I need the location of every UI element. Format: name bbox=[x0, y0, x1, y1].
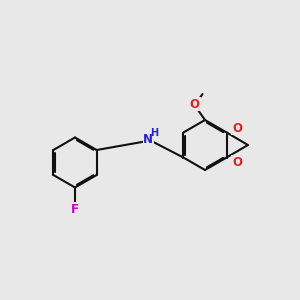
Text: N: N bbox=[143, 133, 153, 146]
Text: H: H bbox=[150, 128, 158, 138]
Text: O: O bbox=[232, 155, 242, 169]
Text: F: F bbox=[71, 203, 79, 216]
Text: O: O bbox=[232, 122, 242, 134]
Text: O: O bbox=[190, 98, 200, 110]
